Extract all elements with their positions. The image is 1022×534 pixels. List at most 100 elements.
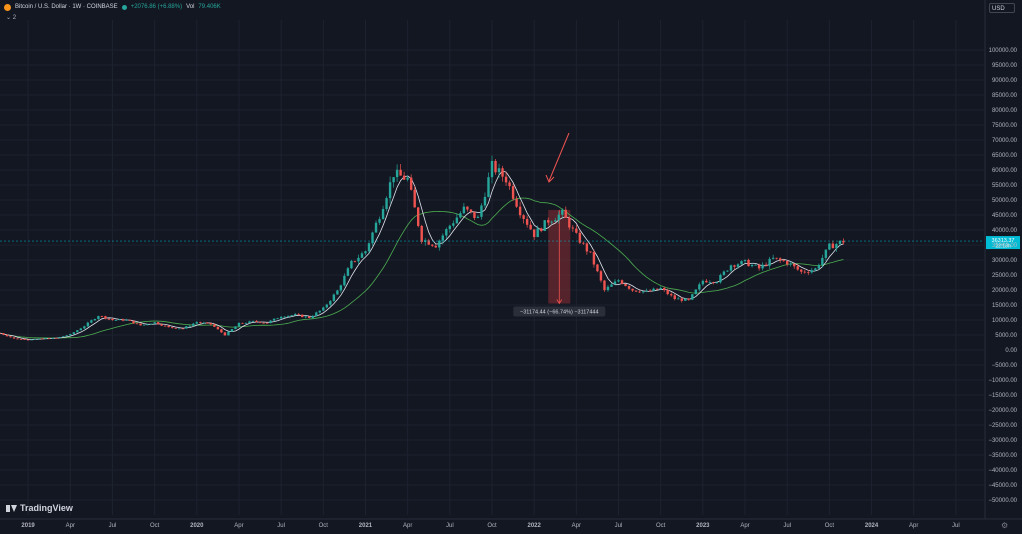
chevron-down-icon[interactable]: ⌄ xyxy=(6,15,12,21)
candle-body xyxy=(55,337,58,339)
candle-body xyxy=(645,290,648,292)
candle-body xyxy=(722,271,726,275)
price-tick-label: −35000.00 xyxy=(988,453,1017,459)
candle-body xyxy=(529,224,532,230)
candle-body xyxy=(26,339,30,341)
candle-body xyxy=(733,265,736,267)
volume-value: 79.406K xyxy=(198,4,221,10)
candle-body xyxy=(19,339,23,340)
candle-body xyxy=(712,282,715,284)
price-tick-label: −50000.00 xyxy=(988,498,1017,504)
candle-body xyxy=(803,271,806,273)
symbol-title[interactable]: Bitcoin / U.S. Dollar · 1W · COINBASE xyxy=(15,4,118,10)
candle-body xyxy=(606,286,610,291)
candle-body xyxy=(487,177,490,197)
candle-body xyxy=(202,322,206,324)
candle-body xyxy=(782,260,785,262)
candle-body xyxy=(322,307,325,311)
candle-body xyxy=(582,242,585,244)
price-axis: 100000.00 95000.00 90000.00 85000.00 80000.0… xyxy=(984,0,1018,519)
candle-body xyxy=(459,213,462,218)
candle-body xyxy=(156,322,160,325)
candle-body xyxy=(121,319,125,321)
grid xyxy=(0,20,984,515)
price-tick-label: 90000.00 xyxy=(992,78,1018,84)
candle-body xyxy=(726,270,729,272)
price-tick-label: 75000.00 xyxy=(992,123,1018,129)
candle-body xyxy=(311,316,314,319)
candle-body xyxy=(684,298,687,301)
candle-body xyxy=(462,206,466,214)
currency-selector[interactable]: USD xyxy=(989,3,1015,13)
tradingview-logo[interactable]: TradingView xyxy=(6,503,73,513)
price-tick-label: 95000.00 xyxy=(992,63,1018,69)
time-tick-label: 2022 xyxy=(527,523,541,529)
candle-body xyxy=(234,326,237,330)
price-tick-label: 0.00 xyxy=(1005,348,1017,354)
candle-body xyxy=(536,228,539,238)
candle-body xyxy=(51,337,54,339)
candle-body xyxy=(399,169,402,176)
time-tick-label: 2020 xyxy=(190,523,204,529)
candle-body xyxy=(223,332,227,336)
candle-body xyxy=(371,232,374,244)
candle-body xyxy=(44,338,47,340)
price-tick-label: −30000.00 xyxy=(988,438,1017,444)
candle-body xyxy=(466,206,469,210)
candle-body xyxy=(65,335,68,337)
candle-body xyxy=(532,229,536,238)
candle-body xyxy=(441,235,444,241)
time-tick-label: Oct xyxy=(319,523,329,529)
candle-body xyxy=(2,333,5,335)
candle-body xyxy=(687,298,690,300)
price-tick-label: 25000.00 xyxy=(992,273,1018,279)
candle-body xyxy=(153,322,156,324)
candle-body xyxy=(244,322,248,324)
candle-body xyxy=(571,227,575,229)
candle-body xyxy=(188,325,191,327)
candle-body xyxy=(174,327,177,329)
candle-body xyxy=(508,182,511,187)
candle-body xyxy=(318,310,321,313)
candle-body xyxy=(557,214,560,221)
price-tick-label: 20000.00 xyxy=(992,288,1018,294)
price-tick-label: 55000.00 xyxy=(992,183,1018,189)
time-tick-label: Apr xyxy=(234,523,243,529)
candle-body xyxy=(350,260,353,269)
candle-body xyxy=(107,318,111,320)
candle-body xyxy=(540,228,543,231)
candle-body xyxy=(743,259,747,262)
price-tick-label: 80000.00 xyxy=(992,108,1018,114)
candle-body xyxy=(708,282,712,284)
candle-body xyxy=(691,294,694,300)
eye-icon[interactable] xyxy=(121,5,127,10)
price-tick-label: 60000.00 xyxy=(992,168,1018,174)
candle-body xyxy=(367,243,371,252)
candle-body xyxy=(768,258,771,266)
price-tick-label: −40000.00 xyxy=(988,468,1017,474)
candle-body xyxy=(589,251,592,253)
candle-body xyxy=(100,316,104,317)
settings-icon[interactable]: ⚙ xyxy=(1001,521,1009,530)
candle-body xyxy=(568,217,571,228)
candle-body xyxy=(824,249,828,258)
candle-body xyxy=(511,186,515,199)
indicators-toggle[interactable]: ⌄ 2 xyxy=(6,14,16,21)
candle-body xyxy=(409,177,413,190)
price-tick-label: −15000.00 xyxy=(988,393,1017,399)
candle-body xyxy=(673,295,676,300)
price-tick-label: −5000.00 xyxy=(992,363,1018,369)
candle-body xyxy=(388,182,392,199)
candle-body xyxy=(648,290,652,292)
candle-body xyxy=(294,314,297,316)
candle-body xyxy=(701,280,705,285)
candle-body xyxy=(40,338,44,340)
candle-body xyxy=(504,176,508,183)
time-tick-label: Jul xyxy=(783,523,791,529)
candle-body xyxy=(23,339,26,340)
price-tick-label: 30000.00 xyxy=(992,258,1018,264)
candle-body xyxy=(30,339,33,341)
current-price-countdown: 22:18h xyxy=(995,244,1011,250)
candle-body xyxy=(761,264,764,269)
